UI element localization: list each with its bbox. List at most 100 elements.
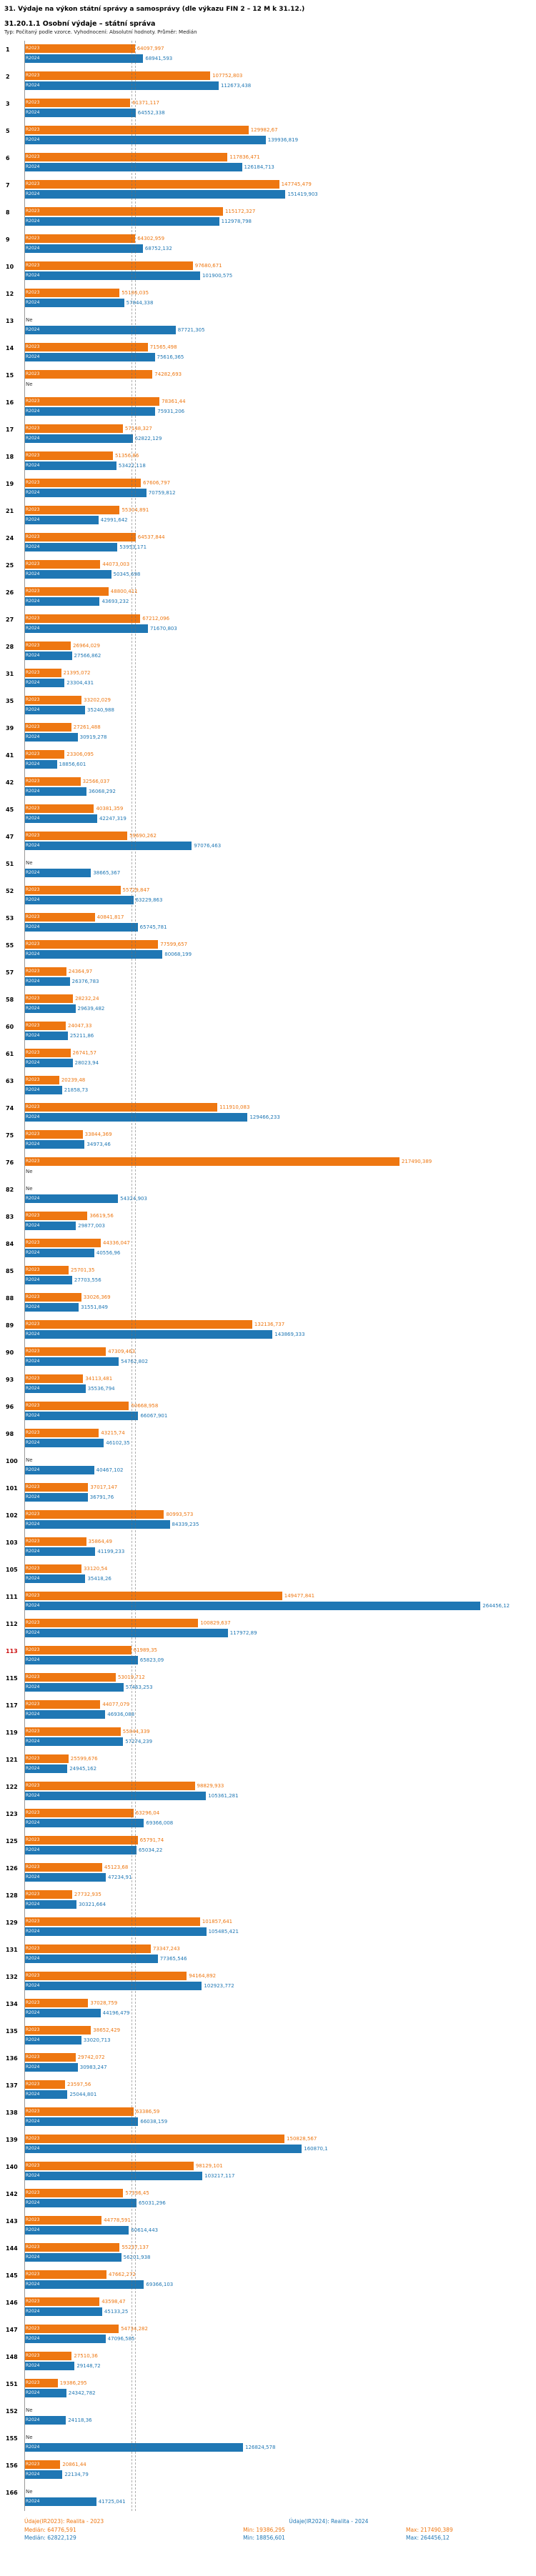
bar-value-label: 27732,935 [74, 1892, 101, 1897]
row-bars: R2023 40841,817 R2024 65745,781 [24, 909, 533, 932]
series-label: R2023 [26, 2000, 40, 2005]
row-bars: R2023 44073,003 R2024 50345,698 [24, 556, 533, 579]
bar-line-r2024: R2024 45133,25 [24, 2307, 533, 2317]
bar-r2023: R2023 [24, 1157, 399, 1166]
bar-line-r2023: R2023 47309,463 [24, 1347, 533, 1357]
chart-row: 13 Ne R2024 87721,305 [3, 312, 533, 339]
series-label: R2024 [26, 1386, 40, 1391]
series-label: R2024 [26, 1087, 40, 1092]
row-bars: R2023 27261,488 R2024 30919,278 [24, 719, 533, 742]
bar-line-r2023: R2023 77599,657 [24, 939, 533, 949]
row-number: 84 [6, 1241, 14, 1247]
chart-row: 105 R2023 33120,54 R2024 35418,26 [3, 1561, 533, 1588]
row-number: 8 [6, 209, 10, 216]
bar-r2023: R2023 [24, 1972, 187, 1980]
bar-value-label: 33202,029 [84, 697, 111, 703]
bar-line-r2023: R2023 149477,841 [24, 1591, 533, 1601]
chart-row: 88 R2023 33026,369 R2024 31551,849 [3, 1289, 533, 1317]
series-label: R2023 [26, 697, 40, 702]
bar-line-r2024: R2024 30983,247 [24, 2062, 533, 2072]
bar-r2023: R2023 [24, 479, 142, 487]
bar-r2023: R2023 [24, 1917, 200, 1926]
row-bars: R2023 78361,44 R2024 75931,206 [24, 394, 533, 416]
bar-line-r2023: R2023 36619,56 [24, 1211, 533, 1221]
bar-r2023: R2023 [24, 1890, 72, 1899]
bar-r2023: R2023 [24, 804, 94, 813]
bar-value-label: 53422,118 [118, 463, 146, 469]
bar-line-r2023: R2023 25701,35 [24, 1265, 533, 1275]
series-label: R2023 [26, 1159, 40, 1164]
bar-line-r2023: R2023 71565,498 [24, 342, 533, 352]
legend-r2023: Údaje(IR2023): Realita - 2023 [24, 2518, 104, 2525]
series-label: R2024 [26, 2499, 40, 2504]
bar-r2023: R2023 [24, 1266, 69, 1274]
chart-row: 47 R2023 59690,262 R2024 97076,463 [3, 828, 533, 855]
bar-chart: 1 R2023 64097,997 R2024 68941,593 2 R2023 10775… [3, 41, 533, 2511]
bar-r2024: R2024 [24, 2036, 81, 2045]
bar-r2023: R2023 [24, 1293, 81, 1302]
bar-line-r2023: R2023 28232,24 [24, 994, 533, 1004]
series-label: R2023 [26, 616, 40, 621]
bar-line-r2024: R2024 77365,546 [24, 1954, 533, 1964]
bar-r2024: R2024 [24, 1764, 68, 1773]
bar-line-r2024: R2024 43693,232 [24, 596, 533, 606]
bar-r2023: R2023 [24, 2297, 100, 2306]
bar-line-r2024: R2024 75616,365 [24, 352, 533, 362]
row-number: 60 [6, 1024, 14, 1030]
row-number: 19 [6, 481, 14, 487]
row-bars: R2023 37017,147 R2024 36791,76 [24, 1479, 533, 1502]
bar-value-label: 126824,578 [245, 2445, 276, 2450]
series-label: R2023 [26, 2462, 40, 2467]
bar-r2023: R2023 [24, 1320, 252, 1329]
row-number: 144 [6, 2245, 18, 2252]
series-label: R2024 [26, 571, 40, 576]
bar-r2024: R2024 [24, 1982, 202, 1990]
bar-value-label: 217490,389 [401, 1159, 432, 1164]
bar-value-label: 61371,117 [132, 100, 159, 106]
chart-row: 147 R2023 54734,282 R2024 47096,585 [3, 2321, 533, 2348]
bar-value-label: 112978,798 [221, 219, 252, 224]
chart-row: 27 R2023 67212,096 R2024 71670,803 [3, 611, 533, 638]
row-bars: R2023 47309,463 R2024 54762,802 [24, 1344, 533, 1367]
chart-row: 143 R2023 44778,591 R2024 60614,443 [3, 2212, 533, 2240]
bar-value-label: 37017,147 [90, 1484, 118, 1490]
series-label: R2023 [26, 426, 40, 431]
bar-line-r2024: R2024 30919,278 [24, 732, 533, 742]
row-number: 39 [6, 725, 14, 732]
row-bars: R2023 25701,35 R2024 27703,556 [24, 1262, 533, 1285]
bar-line-r2023: Ne [24, 2432, 533, 2442]
row-number: 24 [6, 535, 14, 541]
series-label: R2023 [26, 1132, 40, 1137]
missing-value-label: Ne [26, 1169, 33, 1174]
bar-value-label: 147745,479 [281, 181, 312, 187]
bar-line-r2024: R2024 29148,72 [24, 2361, 533, 2371]
bar-value-label: 45123,68 [104, 1864, 129, 1870]
bar-value-label: 126184,713 [244, 164, 274, 170]
row-number: 90 [6, 1349, 14, 1356]
row-bars: R2023 37028,759 R2024 44196,479 [24, 1995, 533, 2018]
bar-value-label: 78361,44 [162, 399, 186, 404]
bar-line-r2024: R2024 80068,199 [24, 949, 533, 959]
bar-r2024: R2024 [24, 1004, 76, 1013]
series-label: R2023 [26, 73, 40, 78]
row-number: 115 [6, 1675, 18, 1682]
row-bars: R2023 33120,54 R2024 35418,26 [24, 1561, 533, 1584]
bar-line-r2023: R2023 98129,101 [24, 2161, 533, 2171]
bar-value-label: 35864,49 [88, 1539, 112, 1544]
series-label: R2023 [26, 1213, 40, 1218]
bar-line-r2024: R2024 57844,338 [24, 298, 533, 308]
series-label: R2023 [26, 2027, 40, 2032]
bar-r2023: R2023 [24, 2135, 285, 2143]
bar-line-r2024: R2024 34973,46 [24, 1139, 533, 1149]
bar-r2024: R2024 [24, 760, 57, 769]
series-label: R2023 [26, 181, 40, 186]
bar-value-label: 30919,278 [79, 734, 107, 740]
row-bars: R2023 129982,67 R2024 139936,819 [24, 122, 533, 145]
bar-line-r2023: R2023 55729,847 [24, 885, 533, 895]
bar-line-r2024: R2024 151419,903 [24, 189, 533, 199]
chart-row: 76 R2023 217490,389 Ne [3, 1154, 533, 1181]
bar-line-r2024: R2024 126184,713 [24, 162, 533, 172]
bar-value-label: 65745,781 [139, 924, 167, 930]
series-label: R2023 [26, 779, 40, 784]
